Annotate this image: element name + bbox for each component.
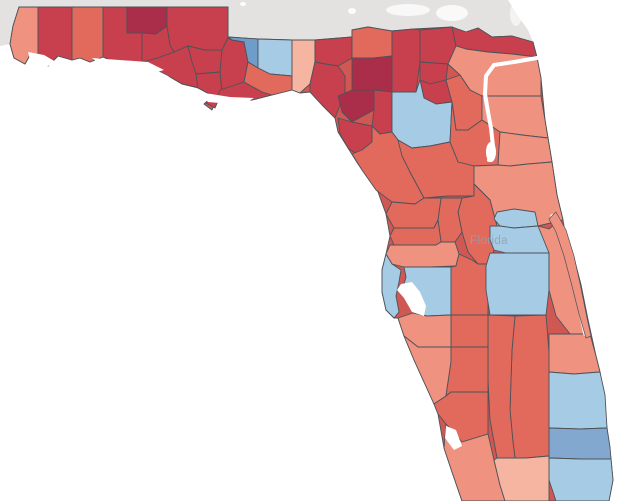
- county-seminole[interactable]: Seminole: [494, 209, 538, 228]
- county-sumter[interactable]: Sumter: [438, 198, 462, 242]
- county-pinellas[interactable]: Pinellas: [382, 254, 401, 318]
- county-desoto[interactable]: DeSoto: [446, 347, 488, 396]
- state-label: Florida: [470, 235, 508, 247]
- county-jackson[interactable]: Jackson: [167, 7, 228, 52]
- county-martin[interactable]: Martin: [549, 428, 611, 459]
- st-andrew-bay: [152, 68, 184, 95]
- county-okaloosa[interactable]: Okaloosa: [72, 7, 103, 62]
- county-hamilton[interactable]: Hamilton: [352, 27, 392, 58]
- lake-george: [486, 142, 496, 162]
- map-layers: EscambiaSanta RosaOkaloosaWaltonHolmesWa…: [0, 0, 613, 501]
- neighbor-terrain-patch: [240, 2, 246, 6]
- county-osceola[interactable]: Osceola: [486, 253, 549, 315]
- county-palm-beach[interactable]: Palm Beach: [549, 458, 613, 501]
- county-madison[interactable]: Madison: [315, 37, 352, 66]
- pensacola-bay: [28, 52, 56, 68]
- neighbor-terrain-patch: [386, 4, 430, 16]
- neighbor-terrain-patch: [348, 8, 356, 14]
- county-columbia[interactable]: Columbia: [392, 29, 420, 92]
- st-johns-river: [485, 58, 537, 160]
- canaveral-barrier: [549, 212, 591, 338]
- county-flagler[interactable]: Flagler: [498, 132, 552, 166]
- county-okeechobee[interactable]: Okeechobee: [510, 315, 549, 458]
- county-hardee[interactable]: Hardee: [451, 315, 488, 347]
- county-glades[interactable]: Glades: [494, 456, 549, 501]
- apalachicola-bay: [198, 92, 254, 105]
- neighbor-terrain-patch: [510, 2, 522, 26]
- county-pasco[interactable]: Pasco: [386, 242, 459, 267]
- neighbor-terrain-patch: [436, 5, 468, 21]
- county-suwannee[interactable]: Suwannee: [352, 56, 392, 92]
- county-st-lucie[interactable]: St. Lucie: [549, 372, 607, 429]
- county-gilchrist[interactable]: Gilchrist: [372, 90, 392, 134]
- choctawhatchee-bay: [92, 58, 164, 75]
- charlotte-harbor: [445, 426, 462, 450]
- tampa-bay: [397, 282, 426, 316]
- county-manatee[interactable]: Manatee: [398, 313, 451, 347]
